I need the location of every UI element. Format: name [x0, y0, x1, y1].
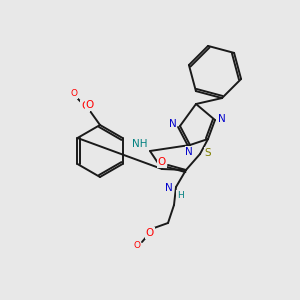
Text: O: O	[158, 157, 166, 167]
Text: N: N	[218, 114, 226, 124]
Text: N: N	[165, 183, 173, 193]
Text: O: O	[81, 101, 89, 111]
Text: O: O	[86, 100, 94, 110]
Text: N: N	[185, 147, 193, 157]
Text: S: S	[205, 148, 211, 158]
Text: H: H	[177, 190, 183, 200]
Text: O: O	[146, 228, 154, 238]
Text: N: N	[169, 119, 177, 129]
Text: O: O	[70, 89, 77, 98]
Text: NH: NH	[132, 139, 148, 149]
Text: O: O	[134, 242, 140, 250]
